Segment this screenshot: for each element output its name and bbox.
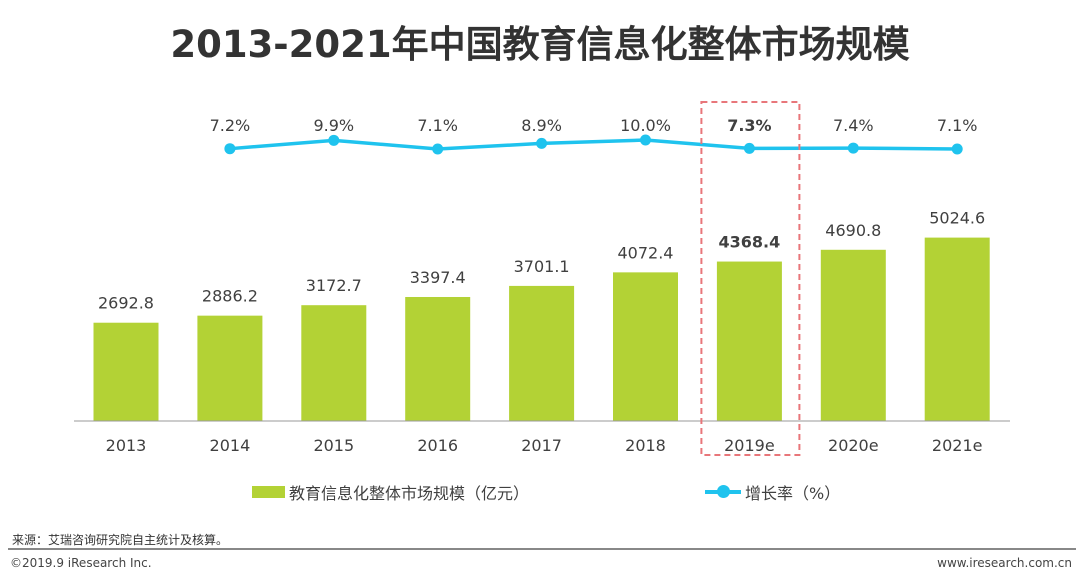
bar-2013 <box>93 322 159 421</box>
bar-value-label: 4072.4 <box>618 243 674 262</box>
growth-point-2018 <box>640 134 651 146</box>
bar-2018 <box>613 272 678 421</box>
x-tick-label: 2016 <box>417 436 458 455</box>
growth-value-label: 7.2% <box>210 116 251 135</box>
bar-2015 <box>301 305 367 421</box>
legend-item-line: 增长率（%） <box>705 480 840 504</box>
bar-2017 <box>509 285 575 421</box>
x-tick-label: 2018 <box>625 436 666 455</box>
growth-point-2021e <box>951 143 963 155</box>
legend-swatch-bar <box>252 486 285 498</box>
bar-value-label: 5024.6 <box>929 209 985 228</box>
bar-value-label: 4368.4 <box>719 233 781 252</box>
bar-value-label: 4690.8 <box>825 221 881 240</box>
bar-2020e <box>820 249 886 421</box>
x-tick-label: 2019e <box>724 436 775 455</box>
growth-point-2014 <box>224 143 236 155</box>
bar-value-label: 2692.8 <box>98 294 154 313</box>
growth-value-label: 8.9% <box>521 116 562 135</box>
chart-title: 2013-2021年中国教育信息化整体市场规模 <box>170 23 910 66</box>
growth-value-label: 7.1% <box>937 116 978 135</box>
growth-value-label: 10.0% <box>620 116 671 135</box>
bar-value-label: 3701.1 <box>514 257 570 276</box>
x-tick-label: 2015 <box>313 436 354 455</box>
website-link[interactable]: www.iresearch.com.cn <box>937 556 1072 570</box>
x-tick-label: 2020e <box>828 436 879 455</box>
growth-point-2019e <box>743 142 755 154</box>
x-tick-label: 2017 <box>521 436 562 455</box>
growth-point-2017 <box>536 137 548 149</box>
growth-point-2015 <box>328 134 340 146</box>
x-tick-label: 2014 <box>210 436 251 455</box>
legend-label-bar: 教育信息化整体市场规模（亿元） <box>289 484 530 503</box>
legend-swatch-line <box>705 485 741 498</box>
growth-value-label: 9.9% <box>313 116 354 135</box>
growth-point-2016 <box>432 143 444 155</box>
legend-item-bar: 教育信息化整体市场规模（亿元） <box>252 480 529 504</box>
highlight-box <box>700 101 801 456</box>
legend-label-line: 增长率（%） <box>745 484 841 503</box>
growth-rate-line <box>229 138 958 151</box>
bar-2019e <box>716 261 782 421</box>
growth-value-label: 7.4% <box>833 116 874 135</box>
source-note: 来源：艾瑞咨询研究院自主统计及核算。 <box>12 533 229 547</box>
copyright: ©2019.9 iResearch Inc. <box>10 556 152 570</box>
bar-value-label: 3172.7 <box>306 276 362 295</box>
bar-value-label: 2886.2 <box>202 287 258 306</box>
growth-point-2020e <box>847 142 859 154</box>
growth-value-label: 7.1% <box>417 116 458 135</box>
x-tick-label: 2021e <box>932 436 983 455</box>
bar-value-label: 3397.4 <box>410 268 466 287</box>
bar-2016 <box>405 296 471 421</box>
footer-divider <box>8 548 1076 550</box>
growth-value-label: 7.3% <box>727 116 771 135</box>
bar-2021e <box>924 237 990 421</box>
x-tick-label: 2013 <box>106 436 147 455</box>
bar-2014 <box>197 315 263 421</box>
